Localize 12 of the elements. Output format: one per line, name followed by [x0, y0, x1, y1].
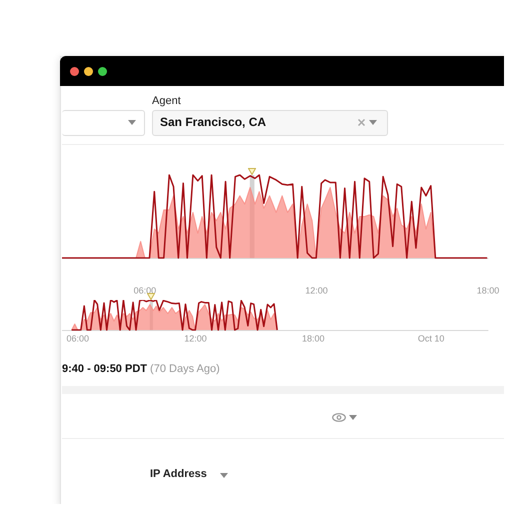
text: Agent	[152, 95, 181, 107]
text: IP Address	[150, 468, 207, 480]
text: 9:40 - 09:50 PDT	[62, 363, 147, 375]
x-tick-label: 12:00	[184, 334, 207, 344]
x-tick-label: 18:00	[476, 286, 500, 296]
x-tick-label: 18:00	[302, 334, 325, 344]
text: San Francisco, CA	[160, 115, 266, 129]
text: (70 Days Ago)	[150, 363, 220, 375]
x-tick-label: 12:00	[305, 286, 328, 296]
x-tick-label: Oct 10	[418, 334, 444, 344]
x-tick-label: 06:00	[134, 286, 156, 296]
x-tick-label: 06:00	[66, 334, 89, 344]
